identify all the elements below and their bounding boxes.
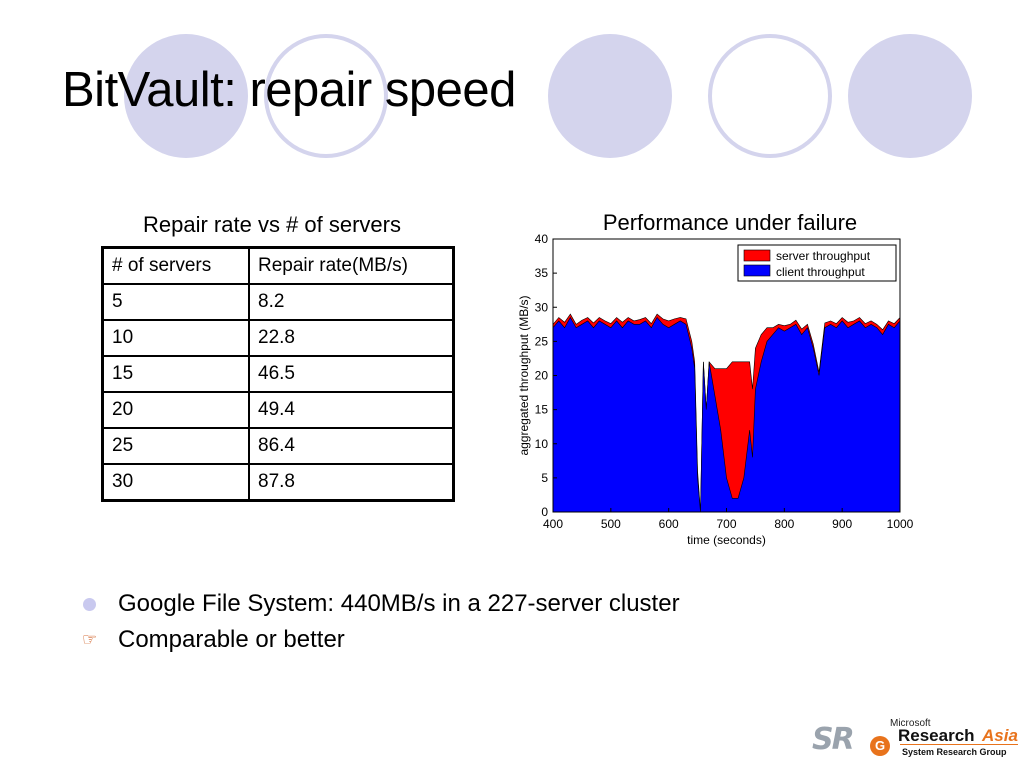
y-tick-label: 40 [535,232,549,246]
logo-research: Research [898,726,975,745]
x-tick-label: 600 [659,517,679,531]
legend-swatch-client [743,264,771,277]
y-tick-label: 5 [541,471,548,485]
y-tick-label: 10 [535,437,549,451]
slide-title: BitVault: repair speed [62,63,516,117]
repair-rate-cell: 87.8 [248,463,455,502]
deco-filled-circle [124,34,248,158]
deco-ring-circle [708,34,832,158]
servers-cell: 15 [101,355,250,393]
y-tick-label: 35 [535,266,549,280]
x-tick-label: 800 [774,517,794,531]
x-tick-label: 1000 [887,517,914,531]
bullet-item: Google File System: 440MB/s in a 227-ser… [82,586,680,622]
pointing-hand-icon: ☞ [82,630,98,649]
servers-cell: 10 [101,319,250,357]
legend-label-client: client throughput [776,265,865,279]
table-row: 30 87.8 [101,463,455,502]
deco-filled-circle [548,34,672,158]
table-row: 10 22.8 [101,319,455,357]
table-row: 25 86.4 [101,427,455,465]
y-axis-label: aggregated throughput (MB/s) [517,295,531,455]
circle-bullet-icon [82,597,118,611]
y-tick-label: 20 [535,369,549,383]
decorative-circles [124,34,972,158]
bullet-text: Google File System: 440MB/s in a 227-ser… [118,590,680,617]
table-row: 5 8.2 [101,283,455,321]
table-header-cell: Repair rate(MB/s) [248,246,455,285]
y-tick-label: 0 [541,505,548,519]
table-row: 15 46.5 [101,355,455,393]
repair-rate-cell: 46.5 [248,355,455,393]
x-tick-label: 900 [832,517,852,531]
bullet-item: ☞ Comparable or better [82,622,680,658]
repair-rate-cell: 49.4 [248,391,455,429]
logo-group-name: System Research Group [902,747,1007,757]
deco-filled-circle [848,34,972,158]
bullet-text: Comparable or better [118,626,345,653]
x-axis-label: time (seconds) [687,533,766,547]
table-header-cell: # of servers [101,246,250,285]
logo-microsoft: Microsoft [890,718,931,729]
repair-rate-cell: 8.2 [248,283,455,321]
x-tick-label: 500 [601,517,621,531]
chart-title: Performance under failure [602,210,858,235]
bullet-list: Google File System: 440MB/s in a 227-ser… [82,586,680,658]
table-caption: Repair rate vs # of servers [143,212,401,237]
y-tick-label: 15 [535,403,549,417]
servers-cell: 20 [101,391,250,429]
y-tick-label: 25 [535,334,549,348]
table-row: 20 49.4 [101,391,455,429]
msra-srg-logo: SR G Microsoft Research Asia System Rese… [810,716,1020,764]
table-header-row: # of servers Repair rate(MB/s) [101,246,455,285]
logo-sr: SR [812,722,855,757]
logo-divider [900,744,1018,745]
performance-chart: 400 500 600 700 800 900 1000 0 5 10 15 20 25 30 35 40 ti… [517,232,914,547]
repair-rate-table: # of servers Repair rate(MB/s) 5 8.2 10 22.8 1… [101,246,455,502]
servers-cell: 30 [101,463,250,502]
table-body: # of servers Repair rate(MB/s) 5 8.2 10 22.8 1… [101,246,455,502]
repair-rate-cell: 86.4 [248,427,455,465]
servers-cell: 5 [101,283,250,321]
repair-rate-cell: 22.8 [248,319,455,357]
legend-swatch-server [743,249,771,262]
logo-g-badge: G [870,736,890,756]
logo-asia: Asia [982,726,1018,745]
legend-label-server: server throughput [776,249,871,263]
x-tick-label: 700 [716,517,736,531]
series-area-client-throughput [552,316,901,513]
deco-ring-circle [264,34,388,158]
servers-cell: 25 [101,427,250,465]
y-tick-label: 30 [535,300,549,314]
x-tick-label: 400 [543,517,563,531]
